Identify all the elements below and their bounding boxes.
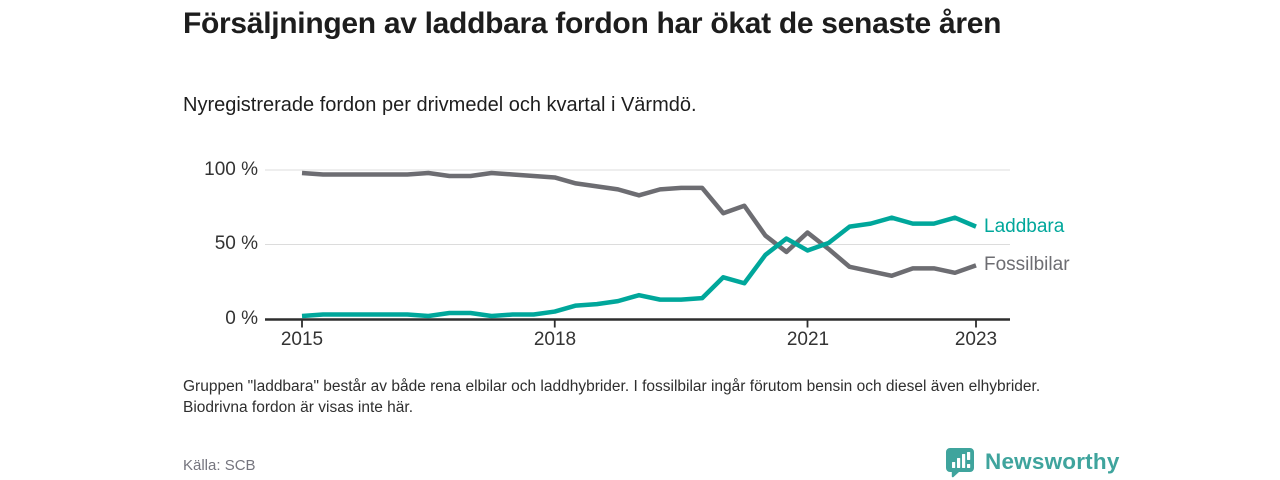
legend-label-fossilbilar: Fossilbilar: [984, 254, 1070, 276]
series-line-laddbara: [301, 215, 977, 319]
chart-title: Försäljningen av laddbara fordon har öka…: [183, 7, 1002, 40]
logo-text: Newsworthy: [985, 449, 1120, 474]
x-axis-label-2015: 2015: [280, 329, 324, 350]
newsworthy-logo[interactable]: Newsworthy: [944, 446, 1120, 478]
x-axis-label-2023: 2023: [954, 329, 998, 350]
footnote: Gruppen "laddbara" består av både rena e…: [183, 378, 1041, 416]
y-axis-label-50: 50 %: [214, 233, 258, 254]
y-axis-label-0: 0 %: [225, 308, 258, 329]
source-label: Källa: SCB: [183, 457, 256, 474]
chart-subtitle: Nyregistrerade fordon per drivmedel och …: [183, 94, 697, 116]
x-axis-label-2018: 2018: [533, 329, 577, 350]
bar-chart-badge-icon: [946, 448, 974, 478]
y-axis-label-100: 100 %: [204, 159, 258, 180]
series-line-fossilbilar: [301, 170, 977, 279]
legend-label-laddbara: Laddbara: [984, 215, 1065, 237]
x-axis-label-2021: 2021: [786, 329, 830, 350]
